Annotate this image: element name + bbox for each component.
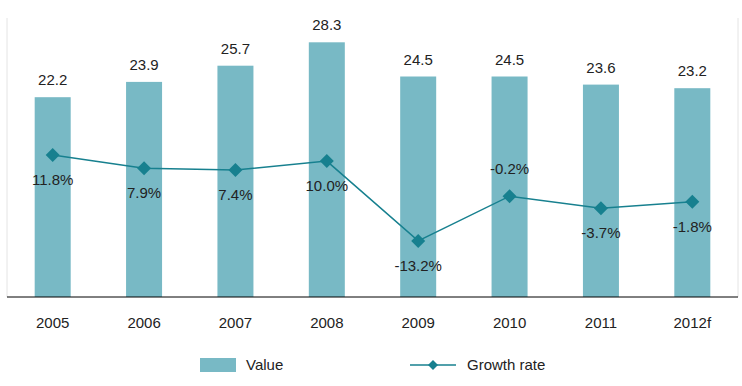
legend-marker bbox=[428, 360, 438, 370]
x-tick-label: 2011 bbox=[585, 314, 617, 331]
growth-marker bbox=[228, 163, 242, 177]
bar bbox=[583, 85, 619, 297]
baseline bbox=[7, 297, 738, 298]
growth-label: -13.2% bbox=[394, 257, 442, 274]
y-axis-line bbox=[7, 18, 8, 297]
bar-label: 23.2 bbox=[678, 62, 707, 79]
legend-label: Value bbox=[246, 356, 283, 373]
x-tick-label: 2010 bbox=[493, 314, 526, 331]
bar bbox=[35, 97, 71, 297]
growth-line bbox=[53, 155, 693, 241]
x-tick-label: 2012f bbox=[674, 314, 712, 331]
bar-label: 22.2 bbox=[38, 71, 67, 88]
growth-marker bbox=[320, 154, 334, 168]
bar bbox=[492, 77, 528, 298]
x-tick-label: 2008 bbox=[310, 314, 343, 331]
chart-svg: 22.2 23.9 25.7 28.3 24.5 24.5 23.6 23.2 11.8% 7.9… bbox=[0, 0, 742, 386]
legend-swatch bbox=[200, 358, 236, 372]
plot-area bbox=[35, 42, 711, 297]
bar bbox=[126, 82, 162, 297]
chart-container: 22.2 23.9 25.7 28.3 24.5 24.5 23.6 23.2 11.8% 7.9… bbox=[0, 0, 742, 386]
legend-label: Growth rate bbox=[467, 356, 545, 373]
bar-label: 23.9 bbox=[129, 56, 158, 73]
bar-label: 28.3 bbox=[312, 16, 341, 33]
growth-label: 7.4% bbox=[218, 186, 252, 203]
growth-marker bbox=[137, 161, 151, 175]
growth-label: -1.8% bbox=[673, 218, 712, 235]
growth-label: -3.7% bbox=[581, 224, 620, 241]
x-tick-label: 2007 bbox=[219, 314, 252, 331]
x-tick-label: 2005 bbox=[36, 314, 69, 331]
bar-label: 23.6 bbox=[586, 59, 615, 76]
bar-label: 24.5 bbox=[495, 51, 524, 68]
legend: Value Growth rate bbox=[200, 356, 545, 373]
growth-marker bbox=[685, 195, 699, 209]
growth-marker bbox=[46, 148, 60, 162]
growth-label: 7.9% bbox=[127, 184, 161, 201]
x-tick-label: 2009 bbox=[402, 314, 435, 331]
bar bbox=[309, 42, 345, 297]
x-tick-label: 2006 bbox=[127, 314, 160, 331]
growth-label: 10.0% bbox=[306, 177, 349, 194]
growth-marker bbox=[594, 201, 608, 215]
growth-marker bbox=[411, 234, 425, 248]
growth-label: -0.2% bbox=[490, 160, 529, 177]
bar-label: 25.7 bbox=[221, 40, 250, 57]
bar-label: 24.5 bbox=[404, 51, 433, 68]
labels: 22.2 23.9 25.7 28.3 24.5 24.5 23.6 23.2 11.8% 7.9… bbox=[32, 16, 712, 274]
y2-axis-line bbox=[738, 18, 739, 297]
growth-label: 11.8% bbox=[32, 171, 73, 188]
growth-marker bbox=[503, 189, 517, 203]
bar bbox=[674, 88, 710, 297]
bar bbox=[217, 66, 253, 297]
